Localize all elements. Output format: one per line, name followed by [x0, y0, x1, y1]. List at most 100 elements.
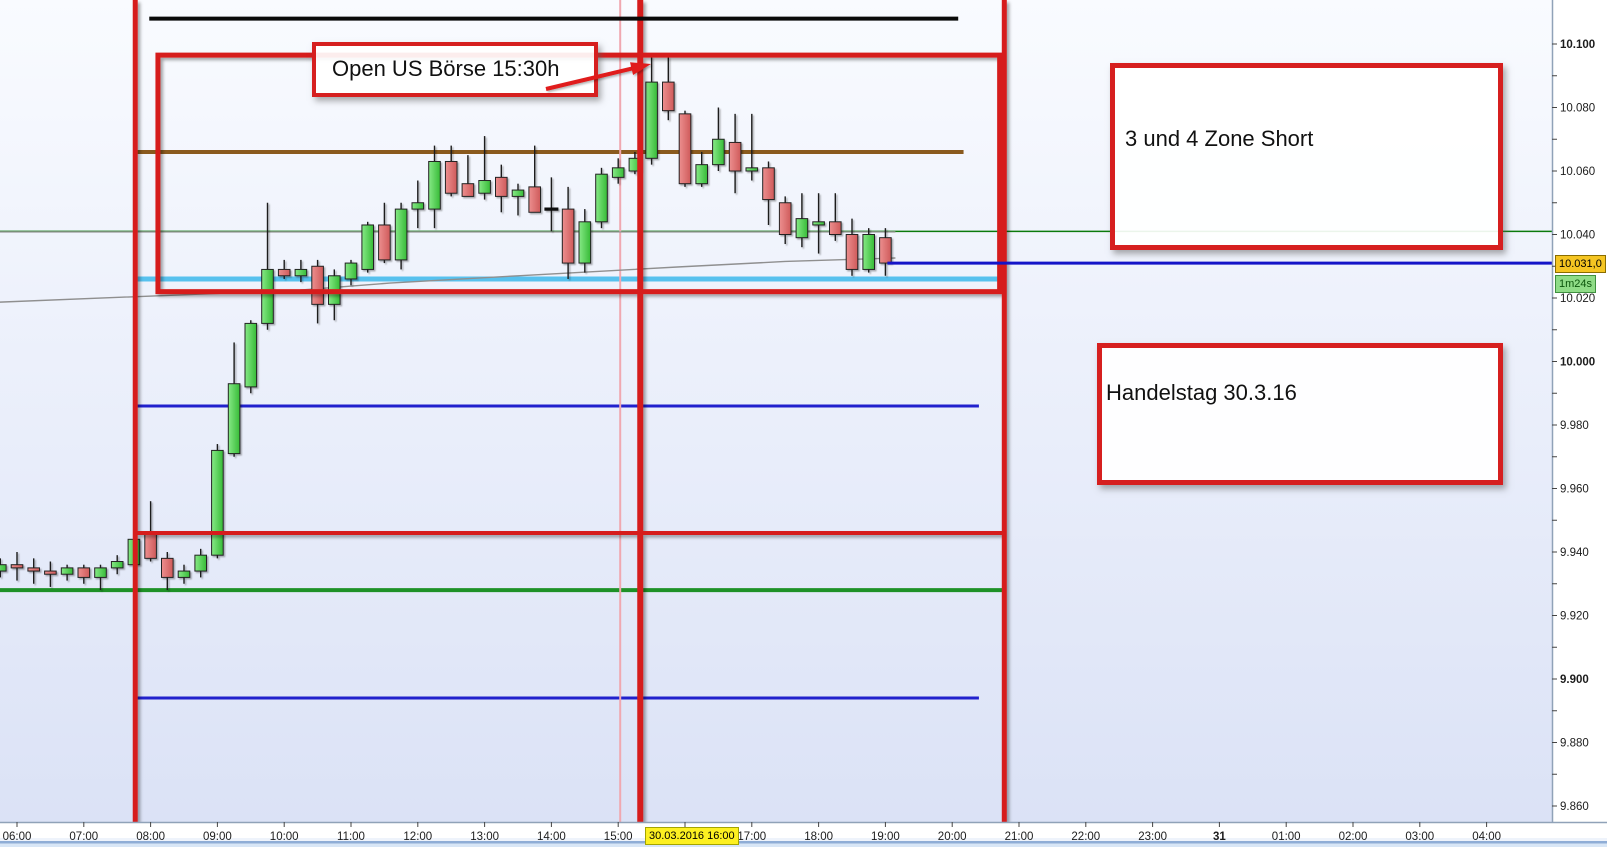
candle-12:00 [411, 180, 425, 229]
candle-14:30 [578, 209, 592, 273]
candle-13:45 [528, 145, 542, 213]
candles-group [0, 56, 892, 591]
crosshair-date-label: 30.03.2016 16:00 [645, 827, 739, 845]
time-axis-label: 31 [1213, 831, 1226, 843]
time-axis-label: 08:00 [136, 831, 165, 843]
candle-13:00 [478, 136, 491, 200]
candle-19:00 [879, 228, 892, 276]
price-axis-label: 9.920 [1560, 611, 1589, 623]
candle-16:30 [712, 107, 725, 171]
candle-09:45 [261, 202, 274, 330]
time-axis-label: 21:00 [1005, 831, 1034, 843]
time-axis-label: 07:00 [69, 831, 98, 843]
candle-18:15 [829, 193, 842, 241]
time-axis-label: 20:00 [938, 831, 967, 843]
price-axis-strip[interactable] [1552, 0, 1607, 847]
price-axis-label: 9.980 [1560, 420, 1589, 432]
candle-14:15 [561, 186, 575, 279]
candle-08:15 [161, 552, 174, 591]
candle-18:00 [812, 193, 825, 254]
annotation-zone-short[interactable]: 3 und 4 Zone Short [1110, 63, 1503, 250]
candle-12:15 [428, 145, 441, 229]
candle-06:45 [60, 564, 74, 581]
candle-09:15 [227, 342, 241, 457]
time-axis-label: 12:00 [403, 831, 432, 843]
time-axis-label: 06:00 [3, 831, 32, 843]
price-axis-label: 9.900 [1560, 674, 1589, 686]
candle-12:30 [444, 145, 458, 197]
price-axis-label: 9.880 [1560, 738, 1589, 750]
annotation-handelstag[interactable]: Handelstag 30.3.16 [1097, 343, 1503, 485]
candle-11:15 [361, 221, 374, 273]
candle-13:15 [495, 164, 508, 213]
time-axis-label: 11:00 [337, 831, 365, 843]
time-axis-label: 15:00 [604, 831, 633, 843]
candle-15:45 [662, 56, 675, 121]
price-axis-label: 10.100 [1560, 39, 1595, 51]
candle-11:45 [394, 202, 408, 270]
candle-06:30 [44, 561, 57, 587]
price-axis-label: 10.020 [1560, 293, 1595, 305]
time-axis-label: 19:00 [871, 831, 900, 843]
time-axis-label: 22:00 [1071, 831, 1100, 843]
time-axis-label: 18:00 [804, 831, 833, 843]
time-axis-label: 03:00 [1405, 831, 1434, 843]
candle-14:45 [595, 167, 608, 229]
candle-17:00 [745, 113, 759, 181]
candle-11:30 [378, 202, 391, 264]
price-axis-label: 9.860 [1560, 801, 1589, 813]
time-axis-label: 23:00 [1138, 831, 1167, 843]
price-axis-label: 9.960 [1560, 484, 1589, 496]
time-axis-label: 09:00 [203, 831, 232, 843]
time-axis-label: 01:00 [1272, 831, 1301, 843]
candle-07:15 [94, 564, 107, 591]
candle-05:45 [0, 558, 7, 578]
time-axis-label: 13:00 [470, 831, 499, 843]
candle-18:30 [845, 218, 859, 276]
candle-06:15 [27, 558, 40, 584]
window-bottom-line [0, 841, 1607, 844]
window-bottom-bar [0, 838, 1607, 841]
time-axis-label: 04:00 [1472, 831, 1501, 843]
candle-17:15 [762, 161, 775, 225]
candle-13:30 [511, 183, 525, 216]
candle-17:30 [778, 196, 792, 245]
current-price-label: 10.031,0 [1555, 255, 1606, 273]
price-axis-label: 10.000 [1560, 357, 1595, 369]
candle-16:15 [695, 151, 709, 187]
annotation-handelstag-text: Handelstag 30.3.16 [1106, 380, 1297, 405]
candle-11:00 [344, 259, 358, 286]
candle-12:45 [461, 155, 475, 197]
candle-07:00 [77, 564, 91, 584]
annotation-open-us-boerse[interactable]: Open US Börse 15:30h [312, 42, 598, 97]
candle-17:45 [795, 193, 809, 248]
candle-09:00 [211, 444, 224, 559]
time-axis-label: 17:00 [737, 831, 766, 843]
candle-09:30 [244, 320, 258, 394]
time-axis-label: 10:00 [270, 831, 299, 843]
candle-16:45 [728, 113, 742, 194]
candle-15:00 [611, 158, 625, 184]
candle-countdown-label: 1m24s [1555, 275, 1597, 293]
time-axis-label: 02:00 [1339, 831, 1368, 843]
candle-08:30 [177, 564, 191, 584]
price-axis-label: 10.060 [1560, 166, 1595, 178]
candle-08:45 [194, 548, 207, 578]
time-axis-label: 14:00 [537, 831, 566, 843]
annotation-open-us-text: Open US Börse 15:30h [332, 56, 560, 81]
candle-07:30 [110, 555, 124, 575]
price-axis-label: 10.080 [1560, 103, 1595, 115]
candle-14:00 [544, 177, 559, 232]
candle-16:00 [678, 110, 692, 187]
annotation-zone-short-text: 3 und 4 Zone Short [1125, 126, 1314, 151]
candle-06:00 [10, 552, 24, 581]
window-bottom-edge [0, 843, 1607, 847]
price-axis-label: 10.040 [1560, 230, 1595, 242]
candle-18:45 [862, 228, 876, 273]
level-lines-over [149, 16, 1552, 265]
price-axis-label: 9.940 [1560, 547, 1589, 559]
candle-10:00 [277, 259, 291, 279]
candle-10:15 [294, 259, 308, 283]
